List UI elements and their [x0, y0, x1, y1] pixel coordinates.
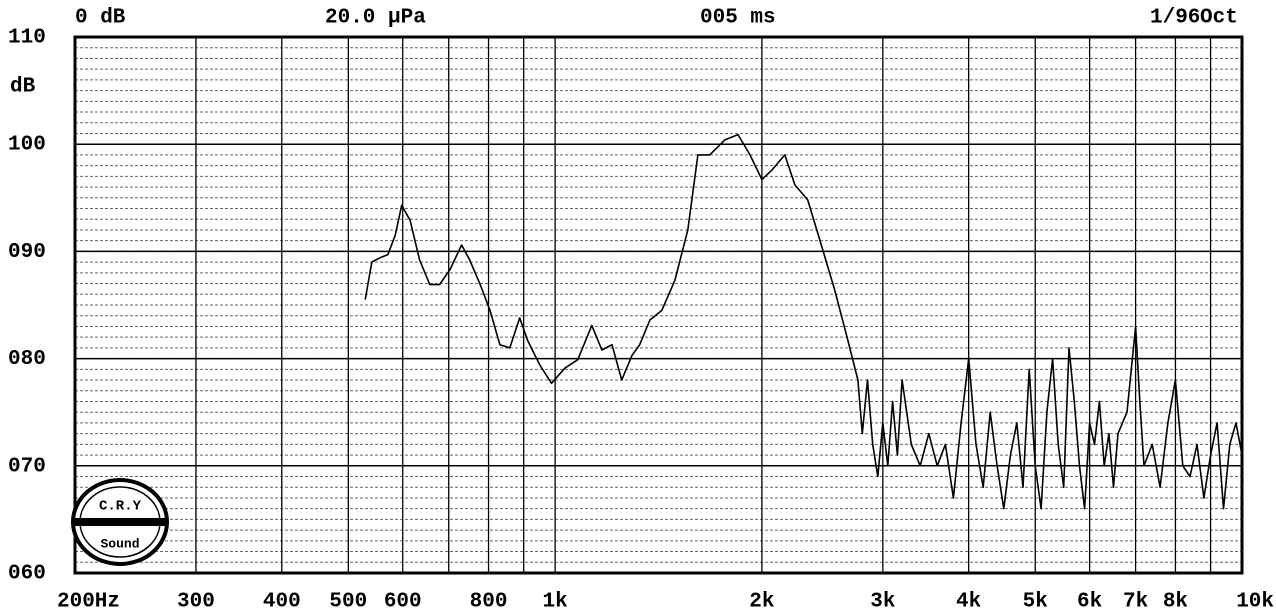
x-tick-label: 10k [1236, 591, 1274, 614]
response-line [364, 133, 1243, 510]
header-bandwidth: 1/96 [1150, 7, 1200, 30]
y-tick-label: 090 [8, 241, 46, 264]
header-time: 005 ms [700, 7, 776, 30]
logo-bottom-text: Sound [100, 536, 139, 551]
x-tick-label: 5k [1023, 591, 1048, 614]
x-tick-label: 6k [1077, 591, 1102, 614]
x-tick-label: 2k [749, 591, 774, 614]
x-tick-label: 300 [177, 591, 215, 614]
header-reference: 20.0 μPa [325, 7, 426, 30]
x-tick-label: 200Hz [57, 591, 120, 614]
y-tick-label: 070 [8, 455, 46, 478]
y-axis-label: dB [10, 76, 36, 99]
y-tick-label: 110 [8, 27, 46, 50]
header-octave: Oct [1200, 7, 1238, 30]
y-tick-label: 080 [8, 348, 46, 371]
x-tick-label: 800 [470, 591, 508, 614]
logo-bar [75, 518, 165, 526]
plot-frame [73, 35, 1244, 575]
x-tick-label: 500 [329, 591, 367, 614]
y-tick-label: 100 [8, 134, 46, 157]
x-tick-label: 3k [870, 591, 895, 614]
logo-top-text: C.R.Y [99, 499, 142, 515]
x-tick-label: 8k [1163, 591, 1188, 614]
x-tick-label: 7k [1123, 591, 1148, 614]
x-tick-label: 1k [543, 591, 568, 614]
header-level: 0 dB [75, 7, 126, 30]
y-tick-label: 060 [8, 563, 46, 586]
x-tick-label: 400 [263, 591, 301, 614]
x-tick-label: 600 [384, 591, 422, 614]
x-tick-label: 4k [956, 591, 981, 614]
